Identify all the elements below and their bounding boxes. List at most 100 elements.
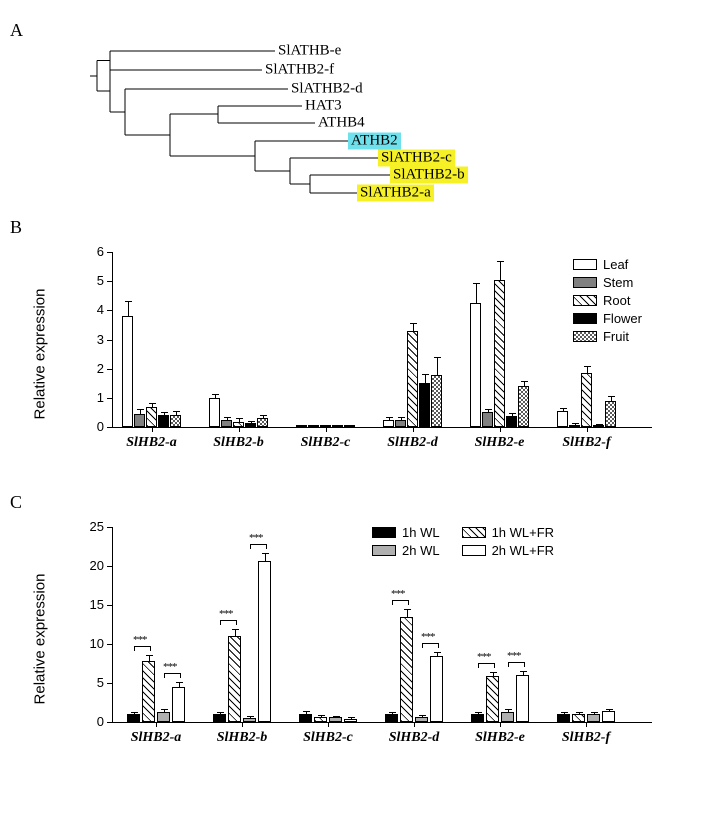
sig-bracket <box>392 600 409 605</box>
xtick-mark <box>242 722 243 727</box>
error-cap <box>318 715 325 716</box>
legend-item: 1h WL <box>372 525 440 540</box>
legend-swatch <box>462 545 486 556</box>
error-bar <box>476 284 477 303</box>
bar <box>314 717 327 722</box>
error-cap <box>248 421 255 422</box>
bar <box>572 714 585 722</box>
error-cap <box>236 418 243 419</box>
bar <box>158 415 169 427</box>
panel-c: C Relative expression 0510152025SlHB2-aS… <box>10 492 694 759</box>
legend-item: 2h WL+FR <box>462 543 555 558</box>
xtick-mark <box>500 722 501 727</box>
error-cap <box>608 396 615 397</box>
error-cap <box>323 425 330 426</box>
bar <box>557 411 568 427</box>
error-cap <box>333 716 340 717</box>
xtick-mark <box>500 427 501 432</box>
error-bar <box>413 324 414 330</box>
error-bar <box>594 713 595 714</box>
panel-c-label: C <box>10 492 694 513</box>
error-bar <box>306 712 307 714</box>
error-cap <box>137 409 144 410</box>
ytick-label: 3 <box>74 332 104 347</box>
ytick-mark <box>107 644 112 645</box>
error-cap <box>224 417 231 418</box>
error-bar <box>478 713 479 715</box>
error-bar <box>599 425 600 426</box>
ytick-mark <box>107 527 112 528</box>
error-bar <box>524 382 525 386</box>
panel-b: B Relative expression 0123456SlHB2-aSlHB… <box>10 217 694 464</box>
error-bar <box>220 713 221 715</box>
xtick-mark <box>326 427 327 432</box>
legend-swatch <box>573 277 597 288</box>
ytick-label: 15 <box>74 597 104 612</box>
error-cap <box>419 715 426 716</box>
legend-label: Leaf <box>603 257 628 272</box>
legend-item: Stem <box>573 275 642 290</box>
bar <box>172 687 185 722</box>
legend-swatch <box>573 295 597 306</box>
legend-label: 1h WL+FR <box>492 525 555 540</box>
tree-tip-4: ATHB4 <box>315 115 368 132</box>
bar <box>557 714 570 722</box>
bar <box>506 416 517 427</box>
tree-tip-8: SlATHB2-a <box>357 185 434 202</box>
bar <box>470 303 481 427</box>
error-cap <box>149 403 156 404</box>
legend-swatch <box>462 527 486 538</box>
error-cap <box>125 301 132 302</box>
error-cap <box>299 425 306 426</box>
ytick-mark <box>107 369 112 370</box>
legend-item: 1h WL+FR <box>462 525 555 540</box>
bar <box>209 398 220 427</box>
bar <box>329 717 342 722</box>
sig-bracket <box>250 544 267 549</box>
bar <box>587 714 600 722</box>
error-cap <box>606 709 613 710</box>
error-cap <box>176 682 183 683</box>
bar <box>233 422 244 427</box>
phylo-tree: SlATHB-eSlATHB2-fSlATHB2-dHAT3ATHB4ATHB2… <box>90 41 694 211</box>
error-bar <box>523 672 524 675</box>
error-bar <box>512 414 513 416</box>
bar <box>344 719 357 722</box>
error-cap <box>262 553 269 554</box>
xcat-label: SlHB2-b <box>217 730 268 746</box>
sig-label: *** <box>163 661 177 673</box>
error-bar <box>579 713 580 714</box>
error-bar <box>152 404 153 407</box>
bar <box>170 415 181 427</box>
ytick-label: 2 <box>74 361 104 376</box>
error-cap <box>398 417 405 418</box>
legend-label: 2h WL+FR <box>492 543 555 558</box>
ytick-mark <box>107 252 112 253</box>
bar <box>157 712 170 722</box>
xcat-label: SlHB2-b <box>213 435 264 451</box>
x-axis <box>112 427 652 428</box>
error-bar <box>437 653 438 657</box>
error-cap <box>473 283 480 284</box>
bar <box>407 331 418 427</box>
error-bar <box>401 418 402 419</box>
panelC-plot: 0510152025SlHB2-aSlHB2-bSlHB2-cSlHB2-dSl… <box>112 527 652 722</box>
error-cap <box>490 672 497 673</box>
xcat-label: SlHB2-c <box>301 435 351 451</box>
error-bar <box>176 412 177 415</box>
error-bar <box>164 710 165 712</box>
error-cap <box>410 323 417 324</box>
xcat-label: SlHB2-c <box>303 730 353 746</box>
error-cap <box>217 712 224 713</box>
bar <box>257 418 268 427</box>
legend-label: Root <box>603 293 630 308</box>
ytick-label: 25 <box>74 519 104 534</box>
tree-tip-6: SlATHB2-c <box>378 150 455 167</box>
error-cap <box>434 652 441 653</box>
bar <box>516 675 529 722</box>
ytick-label: 0 <box>74 419 104 434</box>
ytick-mark <box>107 340 112 341</box>
legend-swatch <box>573 331 597 342</box>
ytick-mark <box>107 683 112 684</box>
legend-item: Root <box>573 293 642 308</box>
